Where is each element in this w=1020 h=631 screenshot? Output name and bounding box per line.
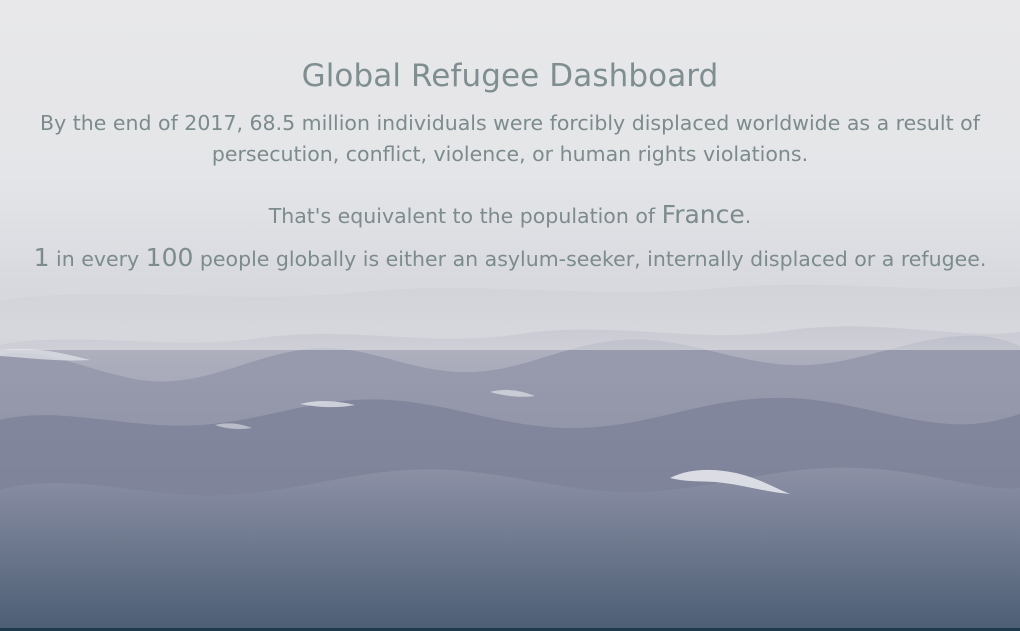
ratio-count: 1: [33, 243, 50, 272]
ratio-total: 100: [145, 243, 194, 272]
whitecap: [490, 389, 535, 397]
ratio-middle: in every: [49, 247, 146, 271]
page-title: Global Refugee Dashboard: [301, 58, 719, 94]
whitecap: [670, 469, 790, 494]
ratio-suffix: people globally is either an asylum-seek…: [193, 247, 987, 271]
population-equivalence: That's equivalent to the population of F…: [0, 200, 1020, 231]
page-subtitle: By the end of 2017, 68.5 million individ…: [40, 111, 980, 166]
equivalence-country: France: [661, 200, 745, 229]
bottom-border: [0, 628, 1020, 631]
whitecap: [0, 348, 90, 361]
equivalence-prefix: That's equivalent to the population of: [268, 204, 662, 228]
equivalence-suffix: .: [744, 204, 752, 228]
wave-band-front: [0, 467, 1020, 631]
whitecap: [300, 401, 355, 408]
whitecap: [215, 423, 252, 429]
displacement-ratio: 1 in every 100 people globally is either…: [0, 243, 1020, 274]
mist-overlay: [0, 260, 1020, 350]
